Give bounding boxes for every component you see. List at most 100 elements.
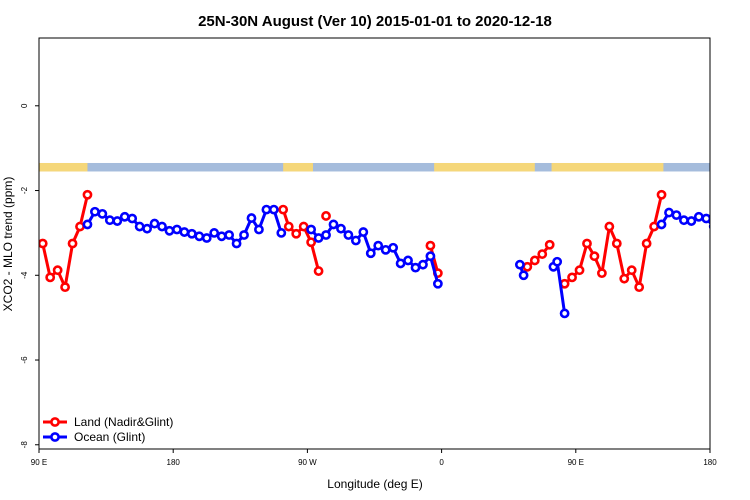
legend: Land (Nadir&Glint)Ocean (Glint) [43,415,173,444]
land-data-point [537,249,548,259]
ocean-data-point [671,210,682,221]
ocean-data-point [231,238,242,249]
chart-title: 25N-30N August (Ver 10) 2015-01-01 to 20… [198,13,552,30]
ocean-data-point [388,242,399,253]
ocean-data-point [157,221,167,232]
ocean-data-point [514,259,525,270]
x-tick-label: 90 W [298,458,317,467]
y-tick-label: 0 [20,103,29,108]
legend-ocean-marker [50,432,60,442]
ocean-data-point [725,220,732,227]
land-ocean-band [39,162,710,172]
land-data-point [604,221,615,232]
land-band-segment [39,162,88,172]
land-data-point [67,238,78,249]
ocean-data-point [679,215,689,226]
ocean-data-point [373,240,384,251]
ocean-data-point [343,230,354,240]
land-data-point [313,266,324,276]
land-data-point [641,238,652,249]
ocean-data-point [321,230,331,240]
ocean-data-point [254,224,264,235]
ocean-data-point [179,227,190,237]
land-data-point [656,189,667,200]
ocean-data-point [112,216,123,226]
ocean-data-point [693,211,704,222]
land-band-segment [551,162,664,172]
ocean-data-point [656,219,667,230]
land-data-point [321,211,331,221]
series-layer [39,189,747,319]
y-axis-label: XCO2 - MLO trend (ppm) [1,177,15,312]
land-data-point [574,265,585,276]
land-data-point [619,273,630,284]
ocean-data-point [380,244,391,255]
x-tick-label: 90 E [568,458,584,467]
land-data-point [52,265,63,276]
ocean-data-point [306,224,317,235]
ocean-data-point [552,256,563,267]
y-tick-label: -4 [20,271,29,279]
ocean-data-point [246,213,257,223]
ocean-data-point [350,235,361,246]
land-data-point [596,268,607,279]
ocean-data-point [239,230,249,240]
ocean-data-point [261,204,272,215]
axes: 90 E 180 90 W 0 90 E 180 0 -2 -4 -6 -8 [20,103,717,467]
land-data-point [298,221,309,232]
ocean-data-point [134,221,145,232]
ocean-data-point [403,255,413,266]
ocean-data-point [328,219,339,230]
x-tick-label: 90 E [31,458,47,467]
ocean-data-point [395,258,406,269]
ocean-data-point [718,225,725,232]
land-data-point [60,282,70,293]
legend-ocean-label: Ocean (Glint) [74,430,145,444]
ocean-data-point [164,225,175,236]
x-axis-label: Longitude (deg E) [327,477,422,491]
x-tick-label: 180 [703,458,717,467]
ocean-data-point [518,270,529,281]
ocean-data-point [104,215,115,226]
ocean-data-point [410,262,421,273]
land-data-point [582,238,592,249]
ocean-data-point [686,216,697,226]
plot-frame [38,37,711,450]
ocean-data-point [119,211,130,222]
ocean-data-point [336,223,346,234]
land-data-point [529,255,540,266]
land-data-point [522,261,533,272]
ocean-data-point [90,206,100,217]
x-tick-label: 0 [439,458,444,467]
ocean-data-point [358,227,369,237]
ocean-data-point [268,204,279,215]
land-band-segment [283,162,313,172]
land-data-point [45,272,56,283]
ocean-data-point [276,228,287,238]
x-tick-label: 180 [167,458,181,467]
ocean-data-point [740,227,747,234]
ocean-data-point [365,248,376,259]
land-data-point [567,272,577,283]
ocean-data-point [216,231,227,242]
ocean-data-point [194,231,205,242]
ocean-data-point [701,213,710,224]
ocean-data-point [82,219,93,230]
y-tick-label: -6 [20,356,29,364]
land-data-point [82,189,93,200]
ocean-data-point [418,259,428,270]
ocean-data-point [425,251,436,262]
legend-land-label: Land (Nadir&Glint) [74,415,173,429]
land-data-point [278,204,289,215]
ocean-data-point [149,218,160,229]
ocean-band [39,162,710,172]
land-data-point [589,251,600,262]
y-tick-label: -2 [20,186,29,194]
land-data-point [544,239,555,250]
land-data-point [291,228,302,239]
land-data-point [425,240,436,251]
ocean-data-point [201,233,212,243]
ocean-data-point [559,308,570,319]
ocean-data-point [186,228,197,239]
